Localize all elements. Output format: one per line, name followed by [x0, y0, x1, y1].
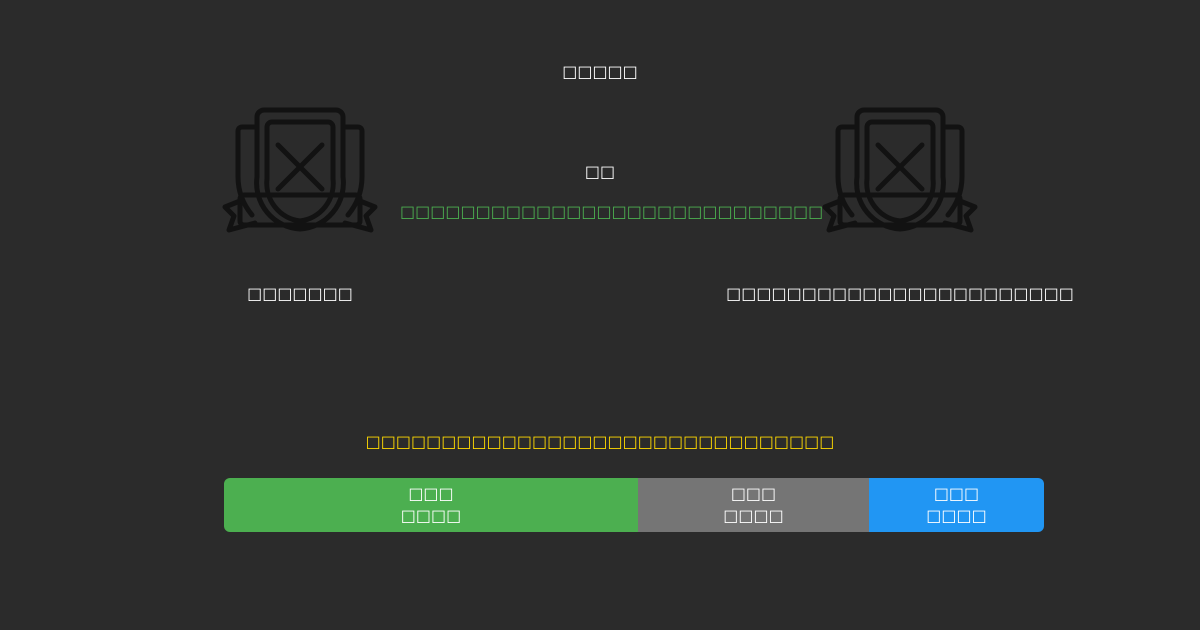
left-competitor-slot: □□□□□□□: [200, 100, 400, 303]
action-bar: □□□ □□□□ □□□ □□□□ □□□ □□□□: [224, 478, 1044, 532]
info-action-line2: □□□□: [926, 506, 987, 525]
primary-action-line1: □□□: [408, 484, 454, 503]
left-competitor-label: □□□□□□□: [247, 284, 353, 303]
neutral-action-line2: □□□□: [723, 506, 784, 525]
page-title: □□□□□: [562, 62, 638, 81]
info-action-button[interactable]: □□□ □□□□: [869, 478, 1044, 532]
neutral-action-line1: □□□: [730, 484, 777, 503]
primary-action-button[interactable]: □□□ □□□□: [224, 478, 638, 532]
right-competitor-label: □□□□□□□□□□□□□□□□□□□□□□□: [726, 284, 1074, 303]
right-competitor-slot: □□□□□□□□□□□□□□□□□□□□□□□: [726, 100, 1074, 303]
neutral-action-button[interactable]: □□□ □□□□: [638, 478, 869, 532]
versus-label: □□: [584, 162, 616, 181]
warning-message: □□□□□□□□□□□□□□□□□□□□□□□□□□□□□□□: [365, 432, 835, 451]
info-action-line1: □□□: [933, 484, 980, 503]
versus-block: □□ □□□□□□□□□□□□□□□□□□□□□□□□□□□□: [400, 161, 824, 223]
broken-image-badge-icon: [222, 107, 378, 233]
broken-image-badge-icon: [822, 107, 978, 233]
versus-note: □□□□□□□□□□□□□□□□□□□□□□□□□□□□: [400, 202, 824, 221]
primary-action-line2: □□□□: [400, 506, 462, 525]
